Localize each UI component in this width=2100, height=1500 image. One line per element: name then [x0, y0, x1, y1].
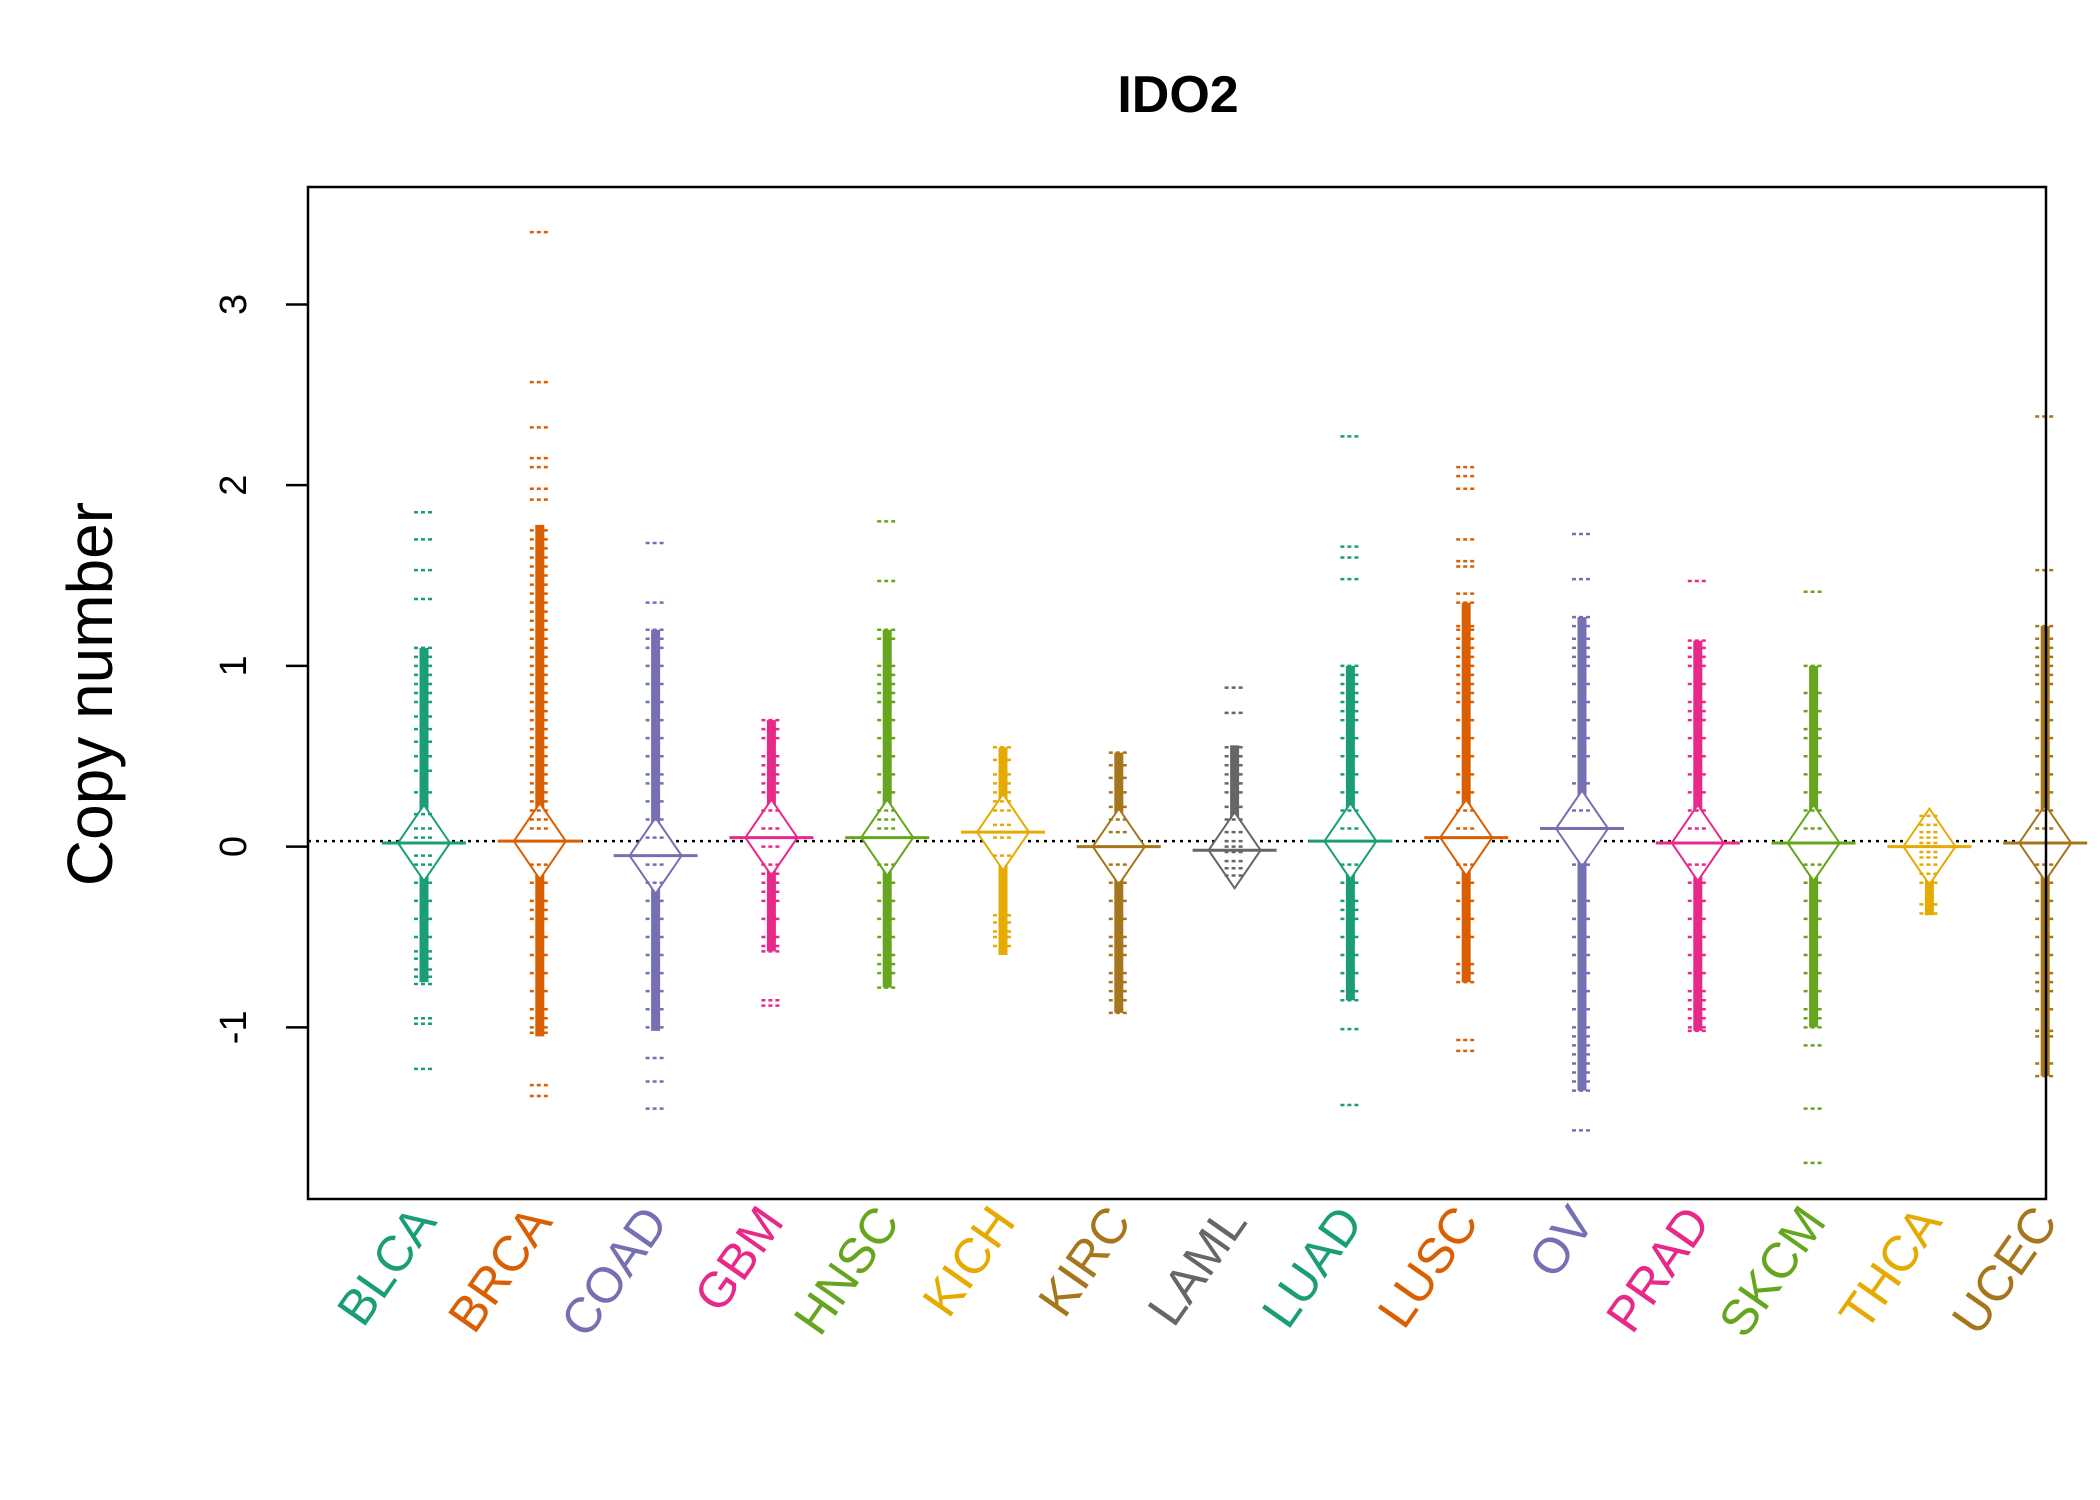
bean-hnsc: [845, 520, 930, 989]
y-axis: -1 0 1 2 3: [213, 294, 308, 1044]
bean-ov: [1540, 532, 1624, 1132]
y-axis-label: Copy number: [54, 502, 126, 886]
bean-gbm: [729, 718, 814, 1007]
x-tick-label-laml: LAML: [1137, 1196, 1258, 1335]
x-tick-label-brca: BRCA: [437, 1196, 563, 1342]
bean-kirc: [1076, 751, 1161, 1015]
x-tick-label-gbm: GBM: [683, 1196, 794, 1321]
x-tick-label-skcm: SKCM: [1708, 1196, 1837, 1346]
x-tick-label-blca: BLCA: [326, 1196, 447, 1336]
y-tick-label: 1: [213, 655, 255, 676]
bean-brca: [497, 230, 582, 1098]
bean-luad: [1308, 435, 1393, 1107]
x-tick-label-lusc: LUSC: [1367, 1196, 1489, 1337]
x-tick-label-hnsc: HNSC: [783, 1196, 910, 1344]
bean-skcm: [1771, 590, 1856, 1165]
bean-blca: [382, 511, 466, 1071]
y-tick-label: -1: [213, 1010, 255, 1044]
chart-title: IDO2: [1117, 66, 1238, 124]
x-tick-label-thca: THCA: [1828, 1196, 1952, 1340]
x-tick-label-luad: LUAD: [1251, 1196, 1373, 1337]
bean-lusc: [1424, 465, 1509, 1053]
x-tick-label-coad: COAD: [550, 1196, 679, 1346]
bean-laml: [1192, 686, 1277, 890]
y-tick-label: 3: [213, 294, 255, 315]
y-tick-label: 0: [213, 836, 255, 857]
bean-thca: [1887, 806, 1972, 916]
x-tick-label-ucec: UCEC: [1941, 1196, 2068, 1344]
beans: [382, 230, 2088, 1165]
x-tick-label-ov: OV: [1518, 1196, 1606, 1288]
x-tick-label-prad: PRAD: [1595, 1196, 1721, 1342]
plot-frame: [306, 185, 2048, 1201]
y-tick-label: 2: [213, 475, 255, 496]
bean-coad: [613, 541, 698, 1110]
x-tick-label-kich: KICH: [912, 1196, 1026, 1326]
x-tick-label-kirc: KIRC: [1027, 1196, 1141, 1326]
bean-kich: [961, 745, 1045, 956]
bean-prad: [1655, 579, 1740, 1033]
